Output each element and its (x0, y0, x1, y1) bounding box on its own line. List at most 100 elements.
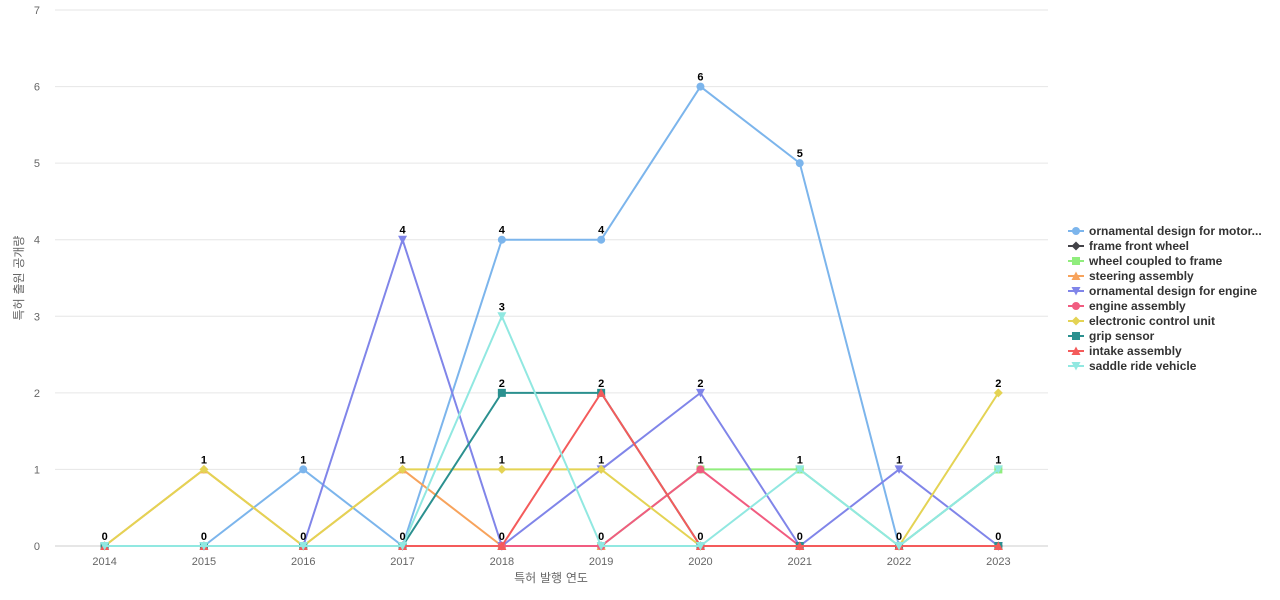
y-tick-label: 5 (34, 158, 40, 170)
data-point (894, 542, 904, 551)
data-point (993, 388, 1003, 398)
data-label: 1 (201, 454, 207, 466)
data-point (100, 542, 110, 551)
x-tick-label: 2023 (986, 556, 1010, 568)
data-label: 0 (797, 531, 803, 543)
data-label: 4 (598, 225, 605, 237)
legend-symbol (1072, 332, 1080, 340)
legend-symbol (1071, 362, 1081, 371)
data-label: 6 (697, 72, 703, 84)
series-line (104, 315, 999, 547)
data-label: 0 (896, 531, 902, 543)
y-axis-title: 특허 출원 공개량 (12, 236, 26, 321)
data-point (398, 464, 408, 474)
legend-label: frame front wheel (1089, 239, 1189, 253)
legend: ornamental design for motor...frame fron… (1068, 224, 1262, 373)
legend-item[interactable]: intake assembly (1068, 344, 1182, 358)
data-point (298, 542, 308, 551)
x-tick-label: 2022 (887, 556, 911, 568)
data-point (497, 235, 506, 244)
legend-label: wheel coupled to frame (1088, 254, 1223, 268)
legend-label: ornamental design for engine (1089, 284, 1257, 298)
data-point (993, 541, 1003, 550)
data-label: 0 (598, 531, 604, 543)
data-label: 1 (896, 454, 902, 466)
legend-symbol (1071, 271, 1081, 280)
x-tick-label: 2021 (788, 556, 812, 568)
x-axis-ticks: 2014 2015 2016 2017 2018 2019 2020 2021 2022 2023 (92, 556, 1010, 568)
legend-item[interactable]: frame front wheel (1068, 239, 1189, 253)
legend-label: intake assembly (1089, 344, 1182, 358)
series-lines (100, 82, 1003, 551)
legend-label: saddle ride vehicle (1089, 359, 1197, 373)
legend-symbol (1071, 346, 1081, 355)
data-label: 0 (102, 531, 108, 543)
data-label: 1 (499, 454, 505, 466)
data-label: 0 (697, 531, 703, 543)
data-point (497, 388, 506, 397)
data-point (199, 464, 209, 474)
x-tick-label: 2019 (589, 556, 613, 568)
data-point (497, 464, 507, 474)
legend-item[interactable]: ornamental design for engine (1068, 284, 1257, 298)
data-point (597, 235, 606, 244)
legend-symbol (1071, 316, 1081, 326)
data-label: 5 (797, 148, 803, 160)
data-label: 3 (499, 301, 505, 313)
data-point (596, 464, 606, 474)
y-tick-label: 1 (34, 464, 40, 476)
data-label: 0 (399, 531, 405, 543)
data-label: 1 (697, 454, 703, 466)
x-tick-label: 2018 (490, 556, 514, 568)
legend-item[interactable]: engine assembly (1068, 299, 1186, 313)
data-point (795, 159, 804, 168)
data-point (398, 542, 408, 551)
y-tick-label: 4 (34, 235, 40, 247)
legend-label: steering assembly (1089, 269, 1194, 283)
data-point (795, 465, 805, 474)
legend-item[interactable]: saddle ride vehicle (1068, 359, 1197, 373)
data-label: 2 (995, 378, 1001, 390)
legend-item[interactable]: wheel coupled to frame (1068, 254, 1223, 268)
x-axis-title: 특허 발행 연도 (514, 570, 588, 585)
data-label: 2 (697, 378, 703, 390)
data-point (894, 465, 904, 474)
legend-symbol (1071, 241, 1081, 251)
data-point (497, 541, 507, 550)
data-label: 0 (499, 531, 505, 543)
data-point (695, 542, 705, 551)
x-tick-label: 2017 (390, 556, 414, 568)
data-label: 4 (499, 225, 506, 237)
data-point (497, 312, 507, 321)
data-label: 1 (797, 454, 803, 466)
data-point (696, 82, 705, 91)
y-tick-label: 3 (34, 311, 40, 323)
legend-symbol (1072, 227, 1080, 235)
data-point (696, 465, 705, 474)
data-point (199, 542, 209, 551)
legend-item[interactable]: electronic control unit (1068, 314, 1215, 328)
legend-item[interactable]: steering assembly (1068, 269, 1194, 283)
x-tick-label: 2015 (192, 556, 216, 568)
data-label: 1 (995, 454, 1001, 466)
data-point (596, 542, 606, 551)
legend-item[interactable]: grip sensor (1068, 329, 1155, 343)
x-tick-label: 2014 (92, 556, 116, 568)
legend-label: engine assembly (1089, 299, 1186, 313)
legend-symbol (1071, 287, 1081, 296)
legend-item[interactable]: ornamental design for motor... (1068, 224, 1262, 238)
data-label: 1 (598, 454, 604, 466)
x-tick-label: 2016 (291, 556, 315, 568)
data-label: 4 (399, 225, 406, 237)
data-point (695, 388, 705, 398)
data-label: 2 (499, 378, 505, 390)
y-tick-label: 6 (34, 82, 40, 94)
data-label: 2 (598, 378, 604, 390)
data-point (596, 388, 606, 397)
legend-label: electronic control unit (1089, 314, 1215, 328)
series-9 (100, 312, 1003, 551)
legend-label: ornamental design for motor... (1089, 224, 1262, 238)
